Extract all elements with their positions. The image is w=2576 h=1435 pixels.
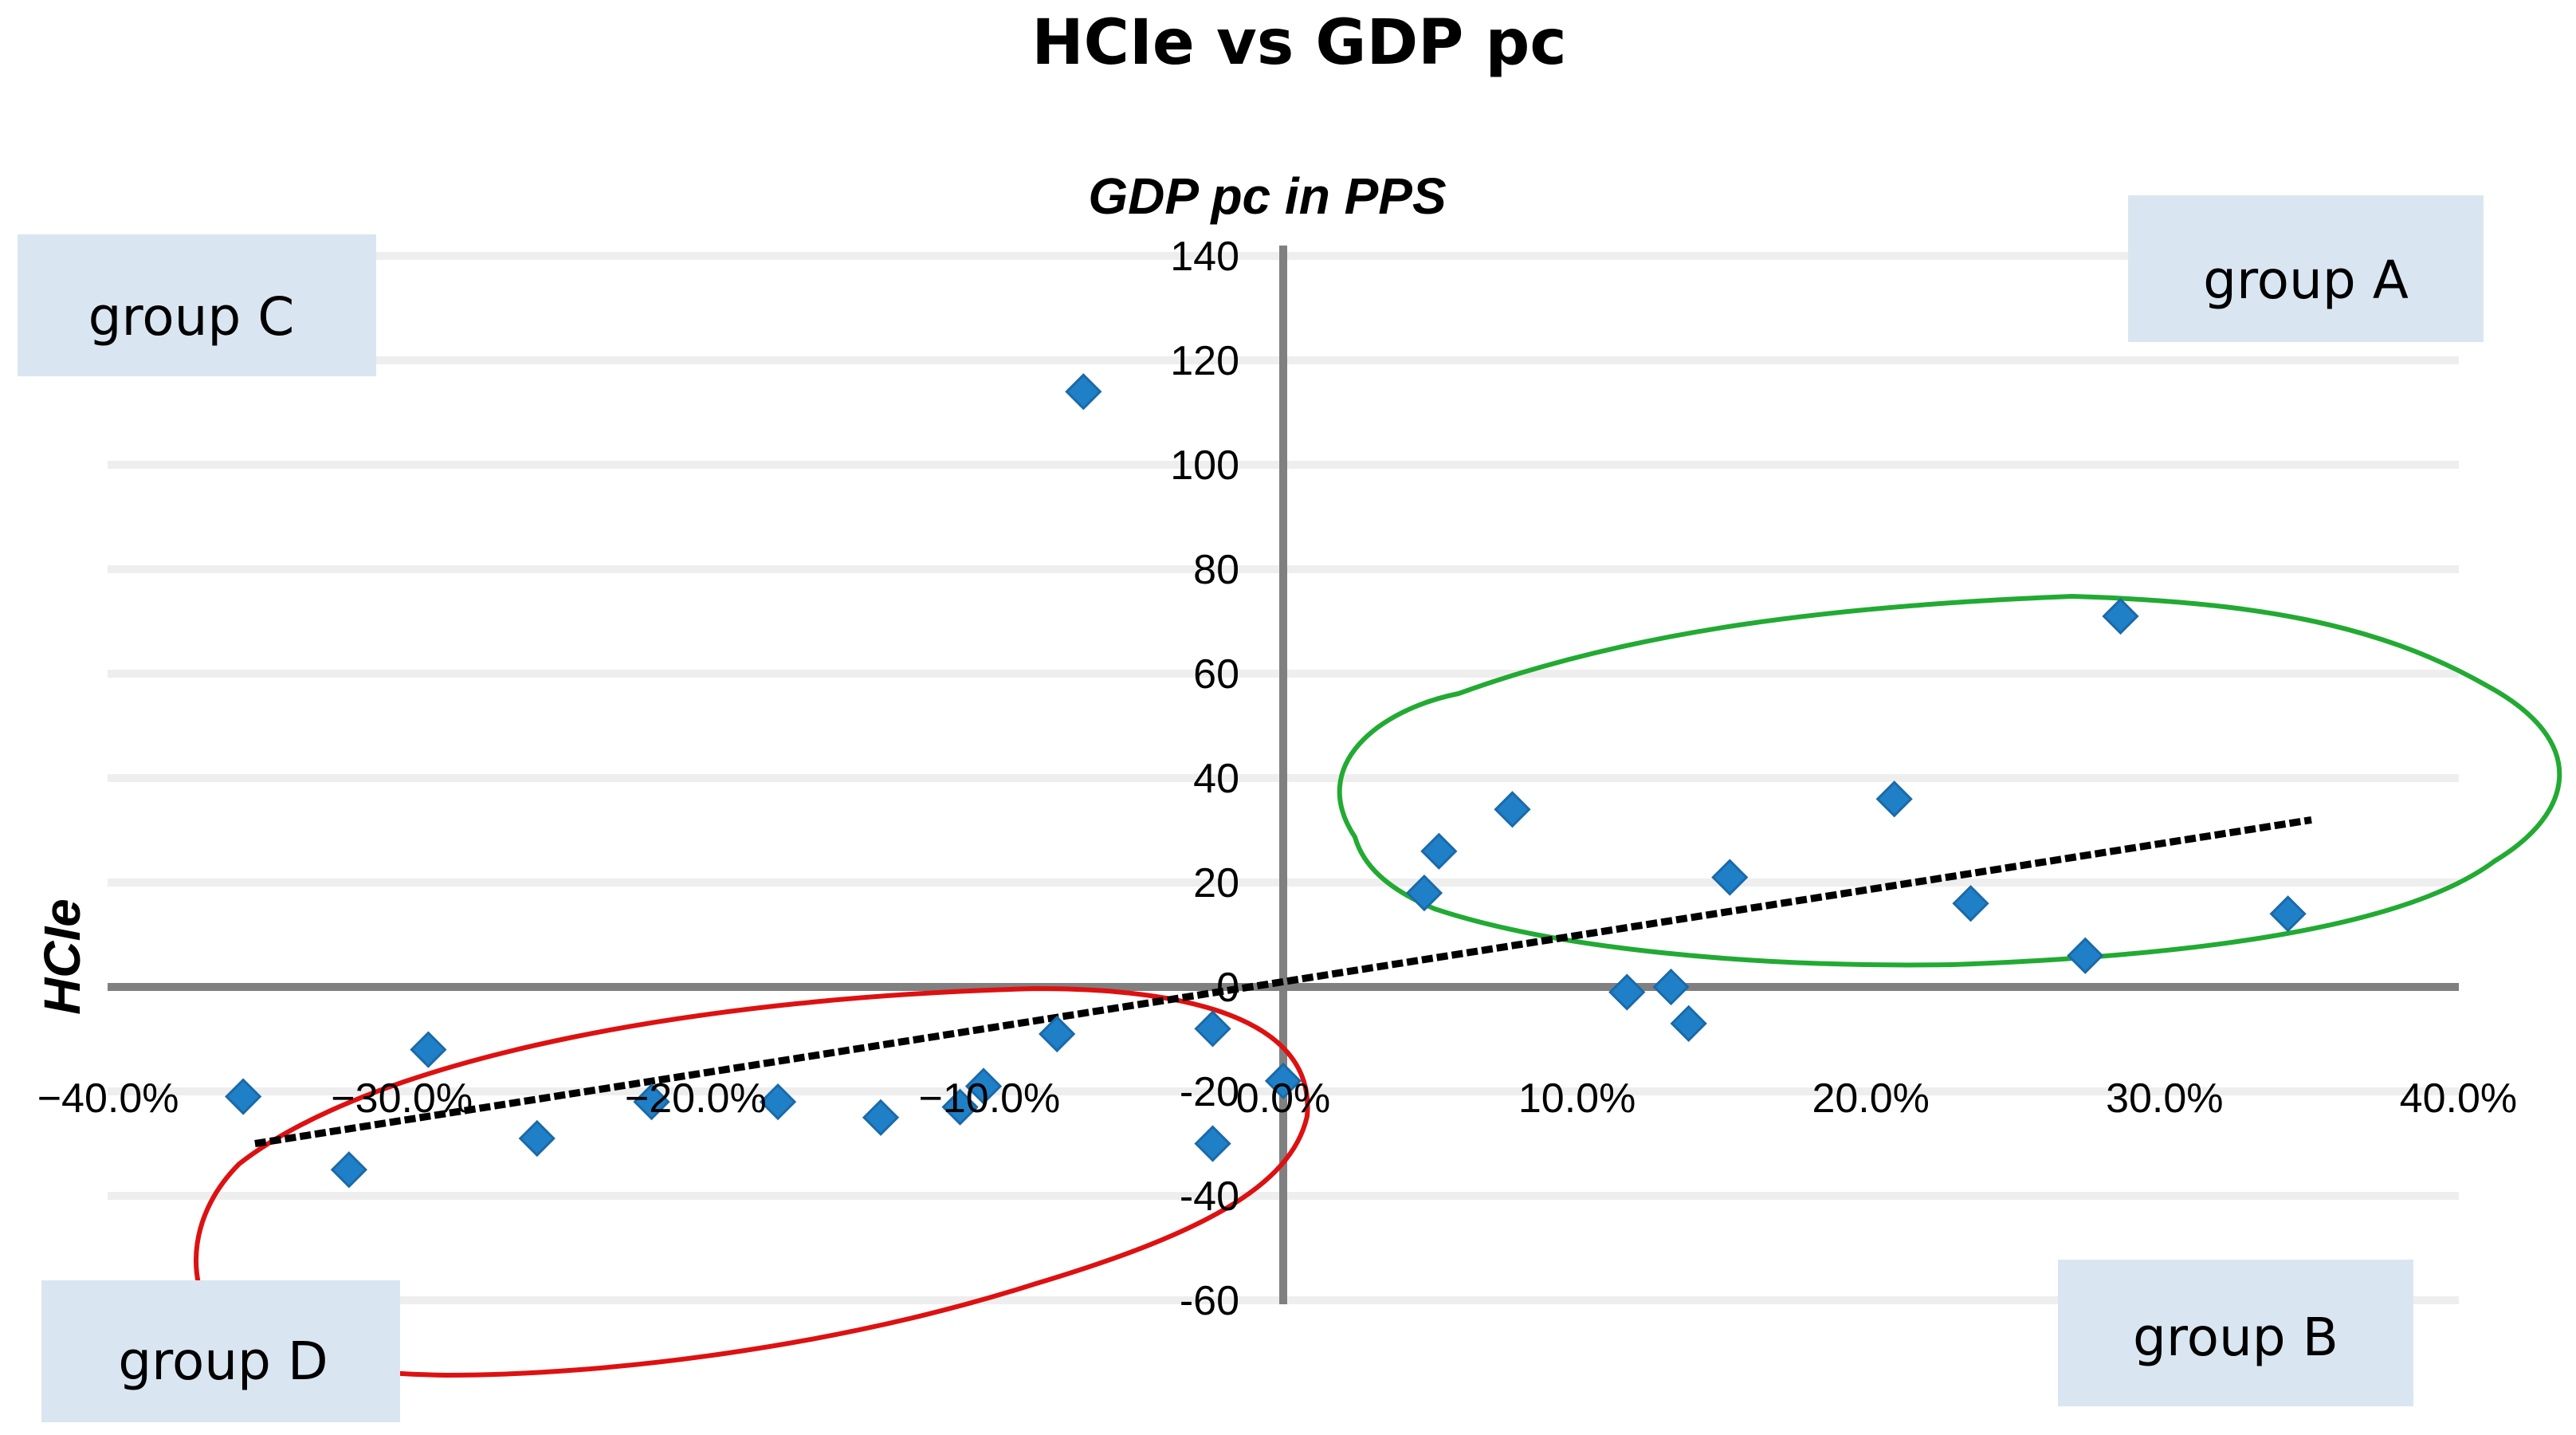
data-point [1608,973,1646,1011]
x-tick-label: −10.0% [918,1075,1060,1122]
y-tick-label: 100 [1170,442,1239,489]
data-point [2269,895,2307,933]
group-b-box-bg [2058,1260,2413,1406]
data-point [1711,859,1749,896]
data-point [410,1031,447,1068]
data-point [964,1067,1003,1105]
y-tick-label: -20 [1180,1069,1239,1115]
y-tick-label: 120 [1170,338,1239,384]
group-highlights [194,593,2562,1378]
data-point [330,1151,367,1189]
y-tick-label: 20 [1193,860,1239,906]
y-tick-label: 140 [1170,234,1239,280]
y-axis-title: HCIe [33,898,91,1015]
group-d-label: group D [118,1331,328,1392]
data-point [518,1119,556,1158]
y-tick-label: 0 [1216,965,1239,1011]
data-point [759,1083,797,1121]
x-tick-label: −40.0% [37,1075,179,1122]
data-point [2067,937,2104,974]
x-tick-label: 20.0% [1812,1075,1929,1122]
data-point [1952,885,1989,922]
data-point [1420,832,1458,870]
data-point [1494,791,1531,828]
y-tick-label: 80 [1193,547,1239,593]
data-point [941,1088,979,1126]
data-point [633,1083,670,1121]
data-point [1264,1062,1302,1100]
group-a-ellipse [1337,593,2562,968]
data-point [1652,968,1690,1006]
y-tick-labels: -60 -40 -20 0 20 40 60 80 100 120 140 [1170,234,1239,1324]
trendline-layer [254,816,2312,1147]
group-c-box-bg [18,234,376,376]
trendline [254,816,2312,1147]
data-point [1405,874,1443,912]
data-point [1065,373,1102,411]
y-tick-label: 40 [1193,756,1239,802]
group-d-box: group D [41,1280,400,1422]
x-tick-label: 0.0% [1236,1075,1331,1122]
x-tick-label: 30.0% [2106,1075,2223,1122]
group-a-label: group A [2203,250,2409,311]
group-d-box-bg [41,1280,400,1422]
axes [108,246,2459,1304]
group-c-label: group C [88,286,295,348]
group-a-box: group A [2128,195,2484,342]
x-tick-label: −30.0% [331,1075,473,1122]
group-b-box: group B [2058,1260,2413,1406]
data-point [1194,1125,1231,1162]
group-a-box-bg [2128,195,2484,342]
group-b-label: group B [2133,1307,2338,1368]
y-tick-label: -40 [1180,1174,1239,1220]
group-d-ellipse [194,985,1310,1378]
x-axis-title: GDP pc in PPS [1088,167,1447,225]
data-point [2102,597,2139,635]
chart-title: HCIe vs GDP pc [1031,7,1566,79]
group-c-box: group C [18,234,376,376]
y-tick-label: -60 [1180,1278,1239,1324]
data-point [1875,780,1913,818]
x-tick-label: 10.0% [1518,1075,1636,1122]
x-tick-label: −20.0% [625,1075,767,1122]
x-tick-labels: −40.0% −30.0% −20.0% −10.0% 0.0% 10.0% 20.0% 30… [37,1075,2517,1122]
data-point [1670,1005,1707,1042]
data-point [225,1078,262,1115]
x-tick-label: 40.0% [2400,1075,2517,1122]
data-point [1194,1010,1231,1048]
y-tick-label: 60 [1193,651,1239,698]
data-point [862,1099,900,1136]
data-point [1039,1015,1076,1053]
data-points [225,373,2307,1189]
